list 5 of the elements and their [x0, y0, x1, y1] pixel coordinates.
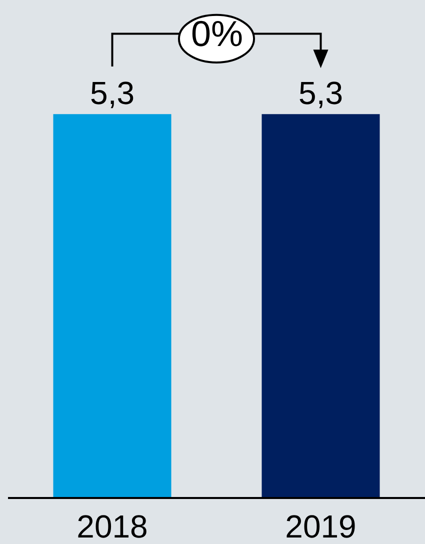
data-label: 5,3: [90, 75, 134, 112]
data-label: 5,3: [298, 75, 343, 112]
x-tick-label: 2019: [285, 508, 356, 544]
x-tick-label: 2018: [76, 508, 148, 544]
text: 0%: [191, 13, 244, 54]
